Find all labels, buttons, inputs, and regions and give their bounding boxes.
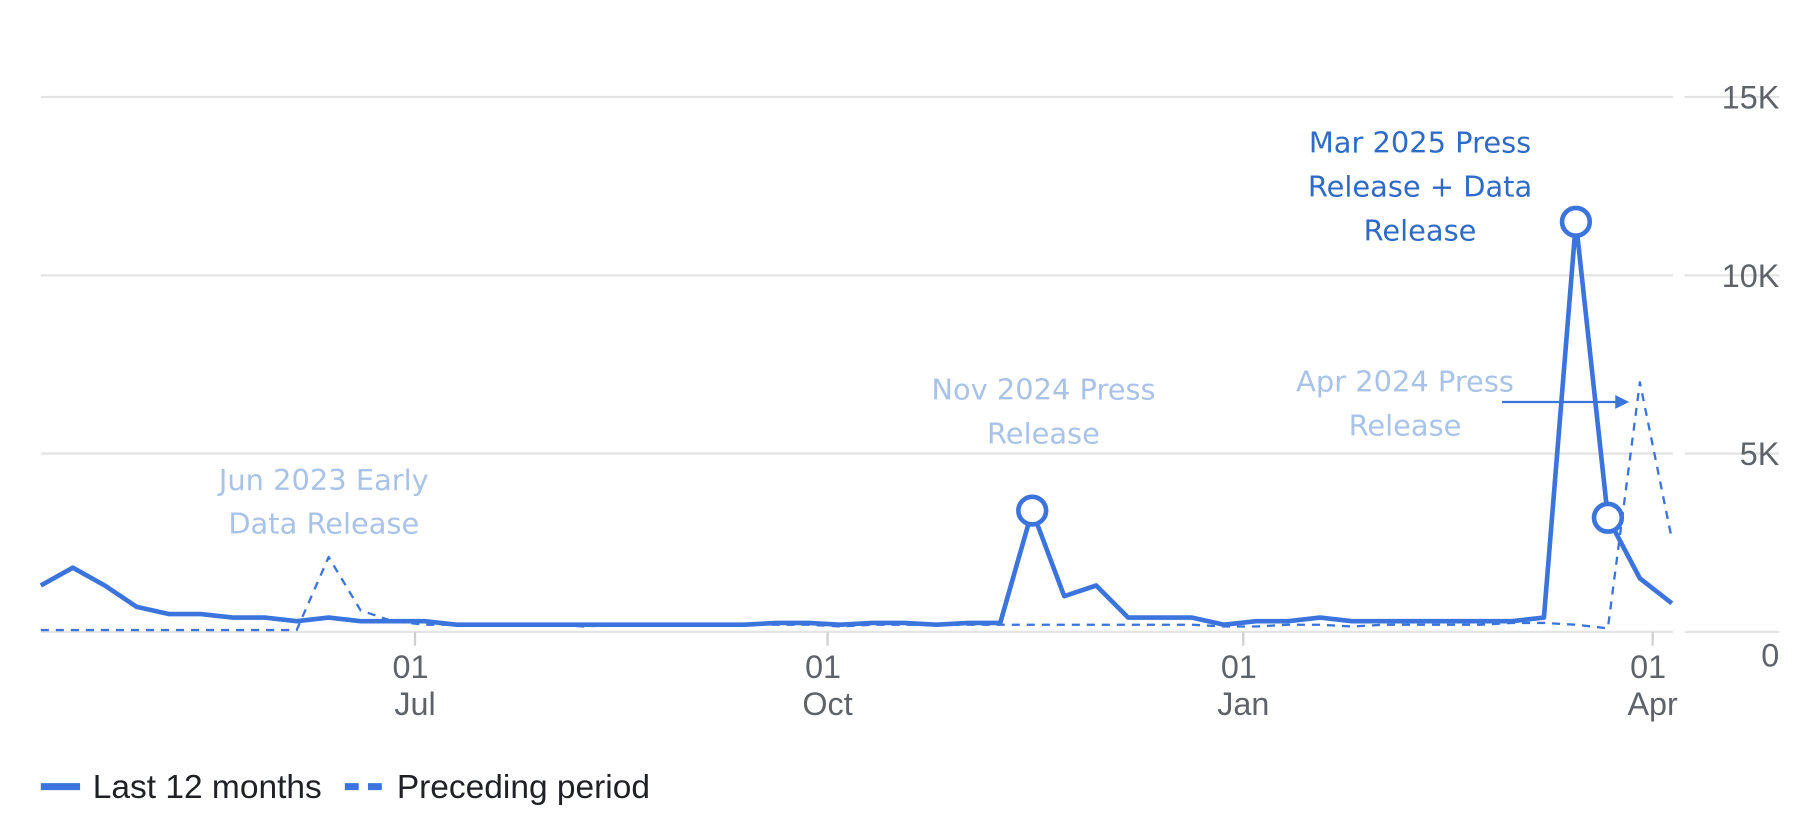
annotation-marker — [1559, 205, 1593, 238]
y-tick-label: 0 — [1761, 638, 1779, 674]
x-tick-label: 01 Jul — [393, 649, 438, 722]
annotation-arrowhead — [1615, 395, 1630, 409]
series-line — [39, 219, 1674, 628]
legend-label: Preceding period — [397, 769, 650, 806]
annotation: Jun 2023 Early Data Release — [218, 463, 429, 541]
annotation-marker — [1591, 501, 1625, 534]
annotation: Mar 2025 Press Release + Data Release — [1307, 125, 1533, 248]
annotation: Nov 2024 Press Release — [931, 373, 1156, 451]
x-tick-label: 01 Oct — [802, 649, 852, 722]
annotation-text: Jun 2023 Early Data Release — [218, 463, 429, 541]
annotation-text: Apr 2024 Press Release — [1296, 365, 1514, 443]
legend-label: Last 12 months — [93, 769, 322, 806]
annotation: Apr 2024 Press Release — [1296, 365, 1514, 443]
x-tick-label: 01 Apr — [1628, 649, 1679, 722]
y-tick-label: 5K — [1740, 436, 1780, 472]
y-tick-label: 10K — [1722, 258, 1780, 294]
annotation-text: Mar 2025 Press Release + Data Release — [1307, 125, 1533, 248]
y-tick-label: 15K — [1722, 80, 1780, 116]
annotation-marker — [1016, 494, 1049, 527]
annotation-text: Nov 2024 Press Release — [931, 373, 1156, 451]
x-tick-label: 01 Jan — [1217, 649, 1269, 722]
